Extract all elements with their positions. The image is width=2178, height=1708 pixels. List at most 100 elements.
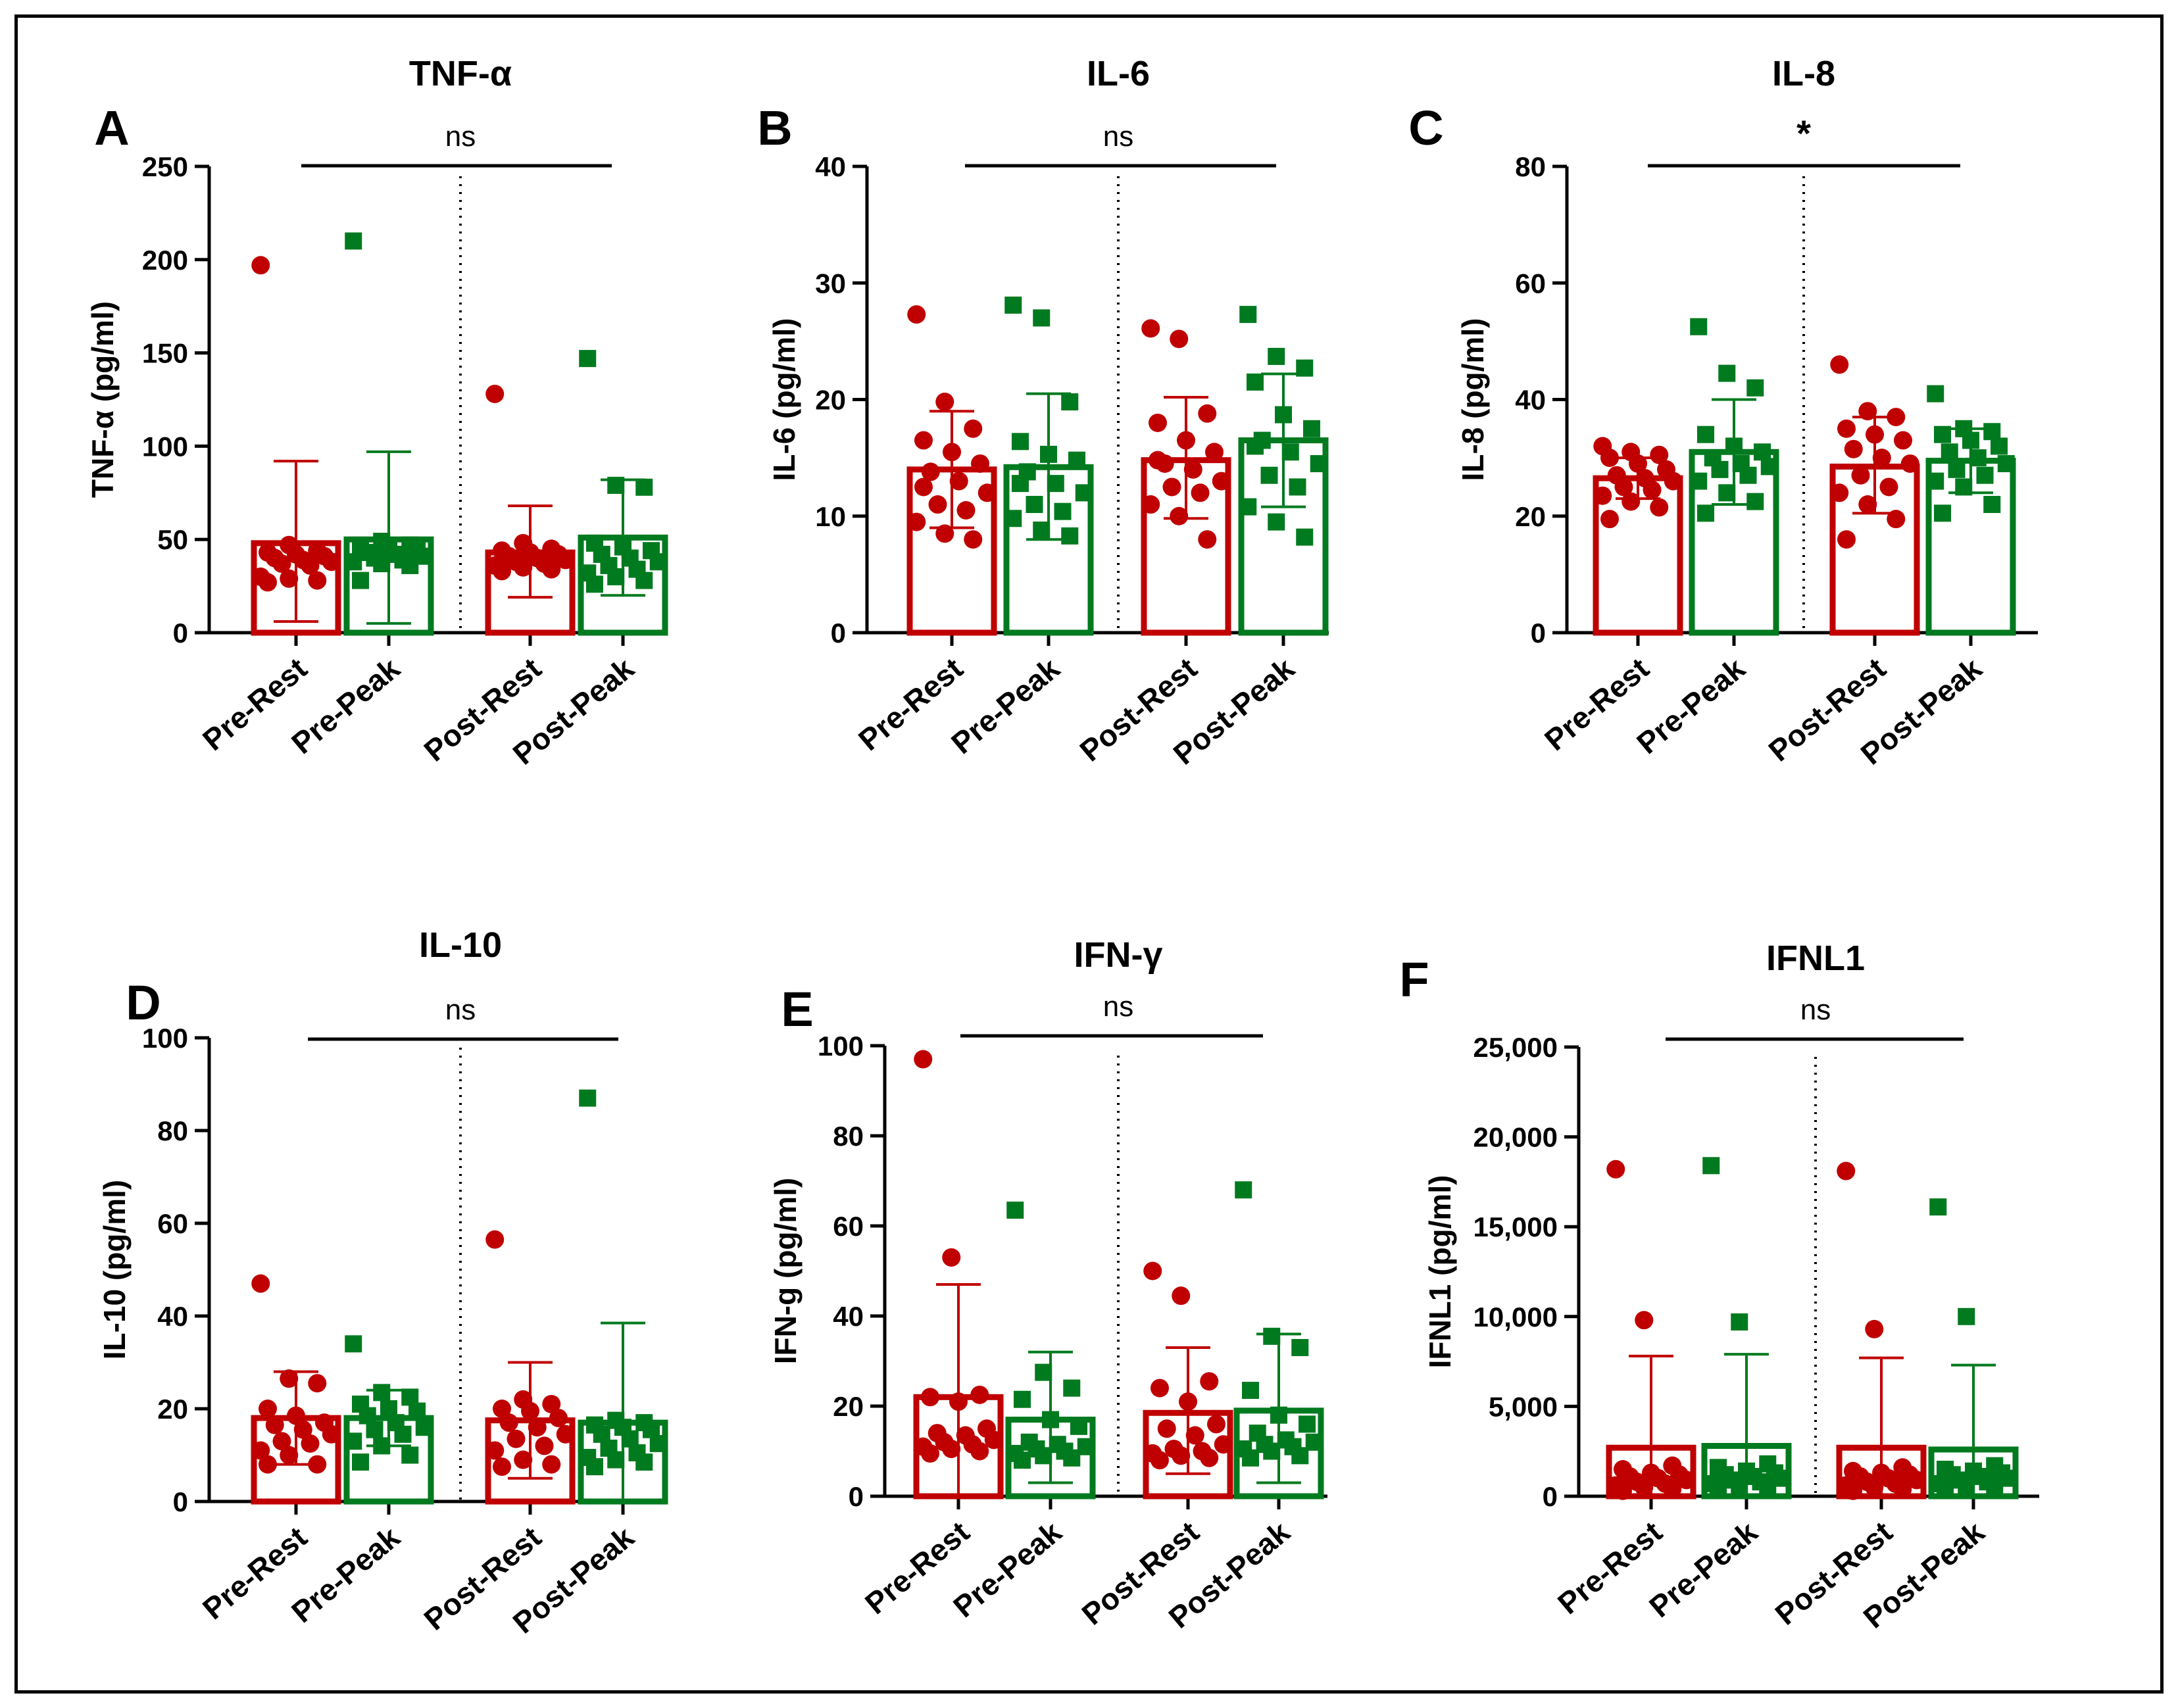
data-point bbox=[1157, 1419, 1176, 1438]
data-point bbox=[649, 1434, 667, 1452]
data-point bbox=[1621, 492, 1641, 511]
data-point bbox=[1941, 443, 1958, 461]
data-point bbox=[1754, 443, 1771, 461]
data-point bbox=[1150, 1451, 1169, 1470]
data-point bbox=[251, 1274, 270, 1293]
data-point bbox=[1718, 364, 1736, 382]
data-point bbox=[1958, 1476, 1975, 1494]
data-point bbox=[1936, 1480, 1954, 1498]
data-point bbox=[1677, 1471, 1696, 1490]
data-point bbox=[415, 1419, 433, 1436]
data-point bbox=[914, 1050, 933, 1069]
data-point bbox=[345, 1335, 362, 1353]
data-point bbox=[492, 562, 511, 581]
data-point bbox=[1035, 1363, 1052, 1381]
data-point bbox=[507, 1429, 526, 1448]
panel-title: IL-10 bbox=[419, 925, 502, 965]
data-point bbox=[1263, 1442, 1281, 1460]
data-point bbox=[542, 560, 561, 579]
data-point bbox=[1865, 1319, 1884, 1338]
panel-title: IL-6 bbox=[1087, 54, 1150, 93]
panel-letter: D bbox=[126, 975, 161, 1030]
bar-group-post-peak: Post-Peak bbox=[1167, 306, 1329, 771]
data-point bbox=[1235, 1181, 1252, 1199]
data-point bbox=[1185, 1426, 1204, 1445]
y-tick-label: 100 bbox=[142, 1023, 188, 1054]
data-point bbox=[1299, 1415, 1316, 1433]
data-point bbox=[585, 1458, 603, 1476]
data-point bbox=[607, 568, 625, 585]
data-point bbox=[1997, 454, 2015, 472]
data-point bbox=[1865, 1478, 1884, 1497]
data-point bbox=[942, 1248, 961, 1267]
data-point bbox=[301, 556, 320, 575]
data-point bbox=[351, 572, 369, 589]
significance-label: ns bbox=[1800, 994, 1831, 1026]
data-point bbox=[373, 555, 391, 573]
y-tick-label: 10,000 bbox=[1473, 1302, 1558, 1332]
data-point bbox=[635, 478, 653, 496]
data-point bbox=[978, 483, 997, 502]
data-point bbox=[964, 530, 983, 549]
data-point bbox=[485, 1441, 505, 1460]
data-point bbox=[1830, 355, 1849, 374]
y-tick-label: 250 bbox=[142, 151, 188, 182]
y-tick-label: 0 bbox=[173, 1486, 188, 1517]
data-point bbox=[1933, 426, 1951, 443]
bar-group-pre-peak: Pre-Peak bbox=[1630, 318, 1779, 760]
y-tick-label: 10 bbox=[815, 501, 846, 532]
data-point bbox=[1291, 1338, 1309, 1356]
data-point bbox=[635, 1453, 653, 1471]
data-point bbox=[1268, 347, 1285, 365]
data-point bbox=[1246, 373, 1264, 391]
data-point bbox=[351, 1453, 369, 1471]
data-point bbox=[971, 454, 990, 473]
data-point bbox=[1696, 504, 1714, 522]
data-point bbox=[1047, 475, 1064, 493]
data-point bbox=[1933, 504, 1951, 522]
data-point bbox=[607, 1451, 625, 1469]
data-point bbox=[1664, 472, 1683, 491]
data-point bbox=[301, 1434, 320, 1453]
panel-letter: B bbox=[757, 101, 792, 155]
data-point bbox=[914, 477, 933, 497]
data-point bbox=[251, 256, 270, 275]
data-point bbox=[1296, 528, 1314, 546]
data-point bbox=[1198, 530, 1217, 549]
panel-letter: E bbox=[781, 982, 813, 1037]
data-point bbox=[956, 500, 976, 520]
data-point bbox=[1170, 329, 1189, 349]
data-point bbox=[514, 558, 533, 577]
data-point bbox=[928, 495, 947, 514]
data-point bbox=[1760, 458, 1778, 476]
panel-letter: A bbox=[94, 101, 129, 155]
data-point bbox=[1289, 478, 1306, 496]
data-point bbox=[265, 1415, 284, 1434]
bar-group-pre-peak: Pre-Peak bbox=[1643, 1157, 1792, 1624]
data-point bbox=[1893, 1480, 1912, 1499]
data-point bbox=[1731, 1476, 1748, 1494]
data-point bbox=[1035, 1447, 1052, 1465]
data-point bbox=[1241, 1449, 1259, 1467]
data-point bbox=[1606, 1159, 1625, 1179]
bar-group-pre-rest: Pre-Rest bbox=[196, 1274, 341, 1626]
data-point bbox=[308, 1374, 327, 1393]
data-point bbox=[1739, 466, 1757, 484]
data-point bbox=[1759, 1478, 1777, 1496]
data-point bbox=[373, 1384, 391, 1402]
data-point bbox=[1281, 443, 1299, 461]
data-point bbox=[1068, 451, 1086, 469]
data-point bbox=[1063, 1449, 1081, 1467]
data-point bbox=[345, 232, 362, 250]
y-tick-label: 40 bbox=[833, 1301, 864, 1332]
data-point bbox=[1643, 480, 1662, 499]
data-point bbox=[1148, 451, 1167, 470]
data-point bbox=[1172, 1446, 1191, 1465]
data-point bbox=[1948, 460, 1966, 478]
panel-title: TNF-α bbox=[409, 54, 512, 93]
data-point bbox=[1927, 385, 1944, 403]
data-point bbox=[1310, 454, 1327, 472]
data-point bbox=[1061, 393, 1079, 411]
data-point bbox=[1198, 404, 1217, 423]
data-point bbox=[964, 419, 983, 438]
